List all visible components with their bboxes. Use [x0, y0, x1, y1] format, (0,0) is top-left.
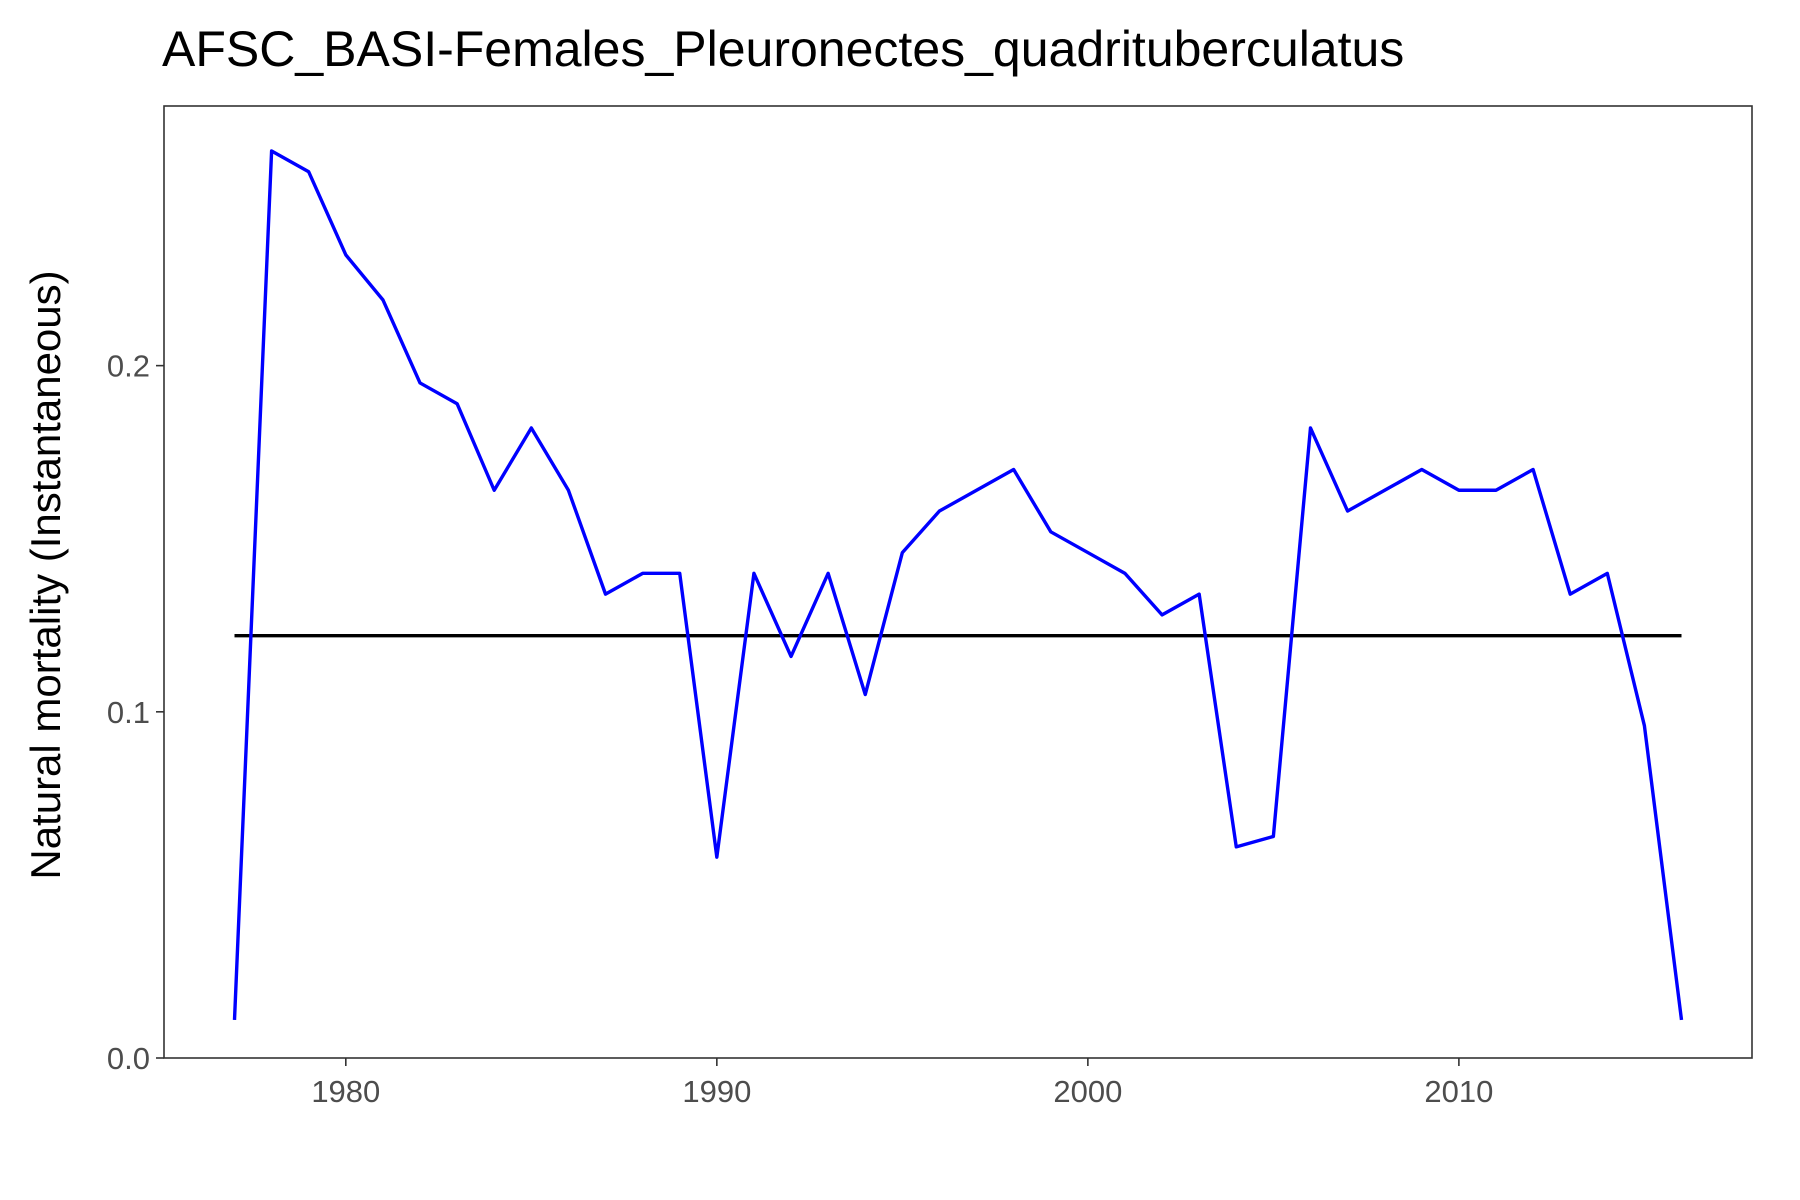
y-axis: 0.0 0.1 0.2: [107, 349, 164, 1076]
series-line-mortality: [232, 149, 1684, 1021]
y-tick-label: 0.0: [107, 1041, 150, 1076]
y-tick-label: 0.2: [107, 349, 150, 384]
x-tick-label: 1990: [682, 1074, 751, 1109]
chart-title: AFSC_BASI-Females_Pleuronectes_quadritub…: [162, 21, 1404, 77]
x-tick-label: 2010: [1424, 1074, 1493, 1109]
series-layer: [232, 149, 1684, 1021]
y-axis-title: Natural mortality (Instantaneous): [22, 270, 69, 879]
x-axis: 1980 1990 2000 2010: [311, 1058, 1493, 1109]
x-tick-label: 1980: [311, 1074, 380, 1109]
y-tick-label: 0.1: [107, 695, 150, 730]
panel-border: [163, 105, 1753, 1059]
x-tick-label: 2000: [1053, 1074, 1122, 1109]
